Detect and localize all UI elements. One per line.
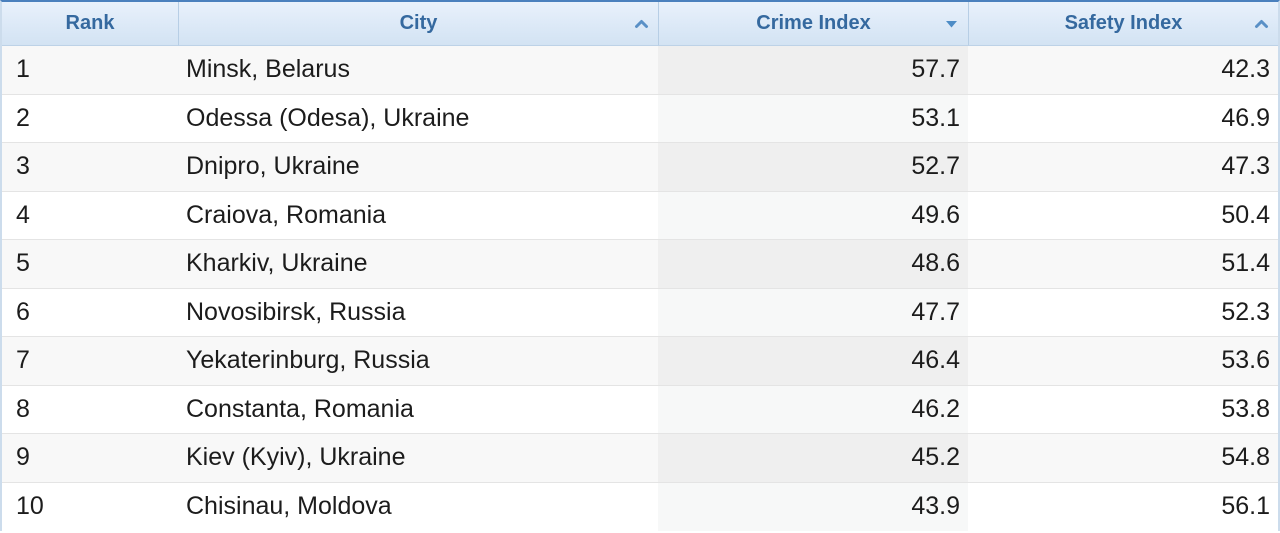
city-cell: Chisinau, Moldova: [186, 492, 392, 521]
table-row: 2 Odessa (Odesa), Ukraine 53.1 46.9: [2, 94, 1278, 143]
city-cell: Yekaterinburg, Russia: [178, 337, 658, 386]
column-label-rank: Rank: [65, 12, 115, 34]
table-row: 7 Yekaterinburg, Russia 46.4 53.6: [2, 337, 1278, 386]
rank-cell: 9: [2, 434, 178, 483]
safety-index-cell: 51.4: [968, 240, 1278, 289]
city-cell: Kiev (Kyiv), Ukraine: [178, 434, 658, 483]
crime-index-cell: 46.2: [658, 385, 968, 434]
city-cell: Kharkiv, Ukraine: [178, 240, 658, 289]
safety-index-cell: 46.9: [968, 95, 1278, 143]
crime-index-cell: 48.6: [658, 240, 968, 289]
rank-cell: 4: [2, 192, 178, 240]
table-row: 6 Novosibirsk, Russia 47.7 52.3: [2, 288, 1278, 337]
crime-index-cell: 53.1: [658, 94, 968, 143]
column-label-safety-index: Safety Index: [1064, 12, 1183, 34]
rank-cell: 6: [2, 289, 178, 337]
rank-cell: 5: [2, 240, 178, 289]
header-row: Rank City Crime Index Safety Index: [2, 2, 1278, 46]
safety-index-cell: 52.3: [968, 289, 1278, 337]
crime-index-cell: 47.7: [658, 288, 968, 337]
safety-index-cell: 56.1: [1221, 492, 1270, 521]
table-row: 5 Kharkiv, Ukraine 48.6 51.4: [2, 240, 1278, 289]
safety-index-cell: 50.4: [968, 192, 1278, 240]
safety-index-cell: 47.3: [968, 143, 1278, 192]
crime-index-cell: 52.7: [658, 143, 968, 192]
safety-index-cell: 54.8: [968, 434, 1278, 483]
table-row: 9 Kiev (Kyiv), Ukraine 45.2 54.8: [2, 434, 1278, 483]
city-cell: Odessa (Odesa), Ukraine: [178, 95, 658, 143]
column-label-city: City: [399, 12, 438, 34]
caret-up-icon: [634, 19, 649, 29]
column-header-safety-index[interactable]: Safety Index: [968, 2, 1278, 46]
city-cell: Dnipro, Ukraine: [178, 143, 658, 192]
rank-cell: 2: [2, 95, 178, 143]
triangle-down-icon: [944, 19, 959, 29]
table-row: 4 Craiova, Romania 49.6 50.4: [2, 191, 1278, 240]
column-header-crime-index[interactable]: Crime Index: [658, 2, 968, 46]
table-row: 1 Minsk, Belarus 57.7 42.3: [2, 46, 1278, 95]
crime-index-cell: 45.2: [658, 434, 968, 483]
safety-index-cell: 53.6: [968, 337, 1278, 386]
crime-index-cell: 46.4: [658, 337, 968, 386]
rank-cell: 3: [2, 143, 178, 192]
city-cell: Craiova, Romania: [178, 192, 658, 240]
crime-index-cell: 57.7: [658, 46, 968, 95]
table-row: 10 Chisinau, Moldova 43.9 56.1: [2, 482, 1278, 531]
column-header-rank[interactable]: Rank: [2, 2, 178, 46]
table-header: Rank City Crime Index Safety Index: [2, 2, 1278, 46]
column-label-crime-index: Crime Index: [756, 12, 871, 34]
caret-up-icon: [1254, 19, 1269, 29]
city-cell: Novosibirsk, Russia: [178, 289, 658, 337]
table-row: 3 Dnipro, Ukraine 52.7 47.3: [2, 143, 1278, 192]
rank-cell: 7: [2, 337, 178, 386]
crime-index-cell: 49.6: [658, 191, 968, 240]
table-row: 8 Constanta, Romania 46.2 53.8: [2, 385, 1278, 434]
rank-cell: 10: [16, 492, 44, 521]
safety-index-cell: 42.3: [968, 46, 1278, 95]
rank-cell: 8: [2, 386, 178, 434]
city-cell: Constanta, Romania: [178, 386, 658, 434]
table-body: 1 Minsk, Belarus 57.7 42.3 2 Odessa (Ode…: [2, 46, 1278, 531]
rank-cell: 1: [2, 46, 178, 95]
crime-index-cell: 43.9: [658, 482, 968, 531]
column-header-city[interactable]: City: [178, 2, 658, 46]
safety-index-cell: 53.8: [968, 386, 1278, 434]
city-cell: Minsk, Belarus: [178, 46, 658, 95]
